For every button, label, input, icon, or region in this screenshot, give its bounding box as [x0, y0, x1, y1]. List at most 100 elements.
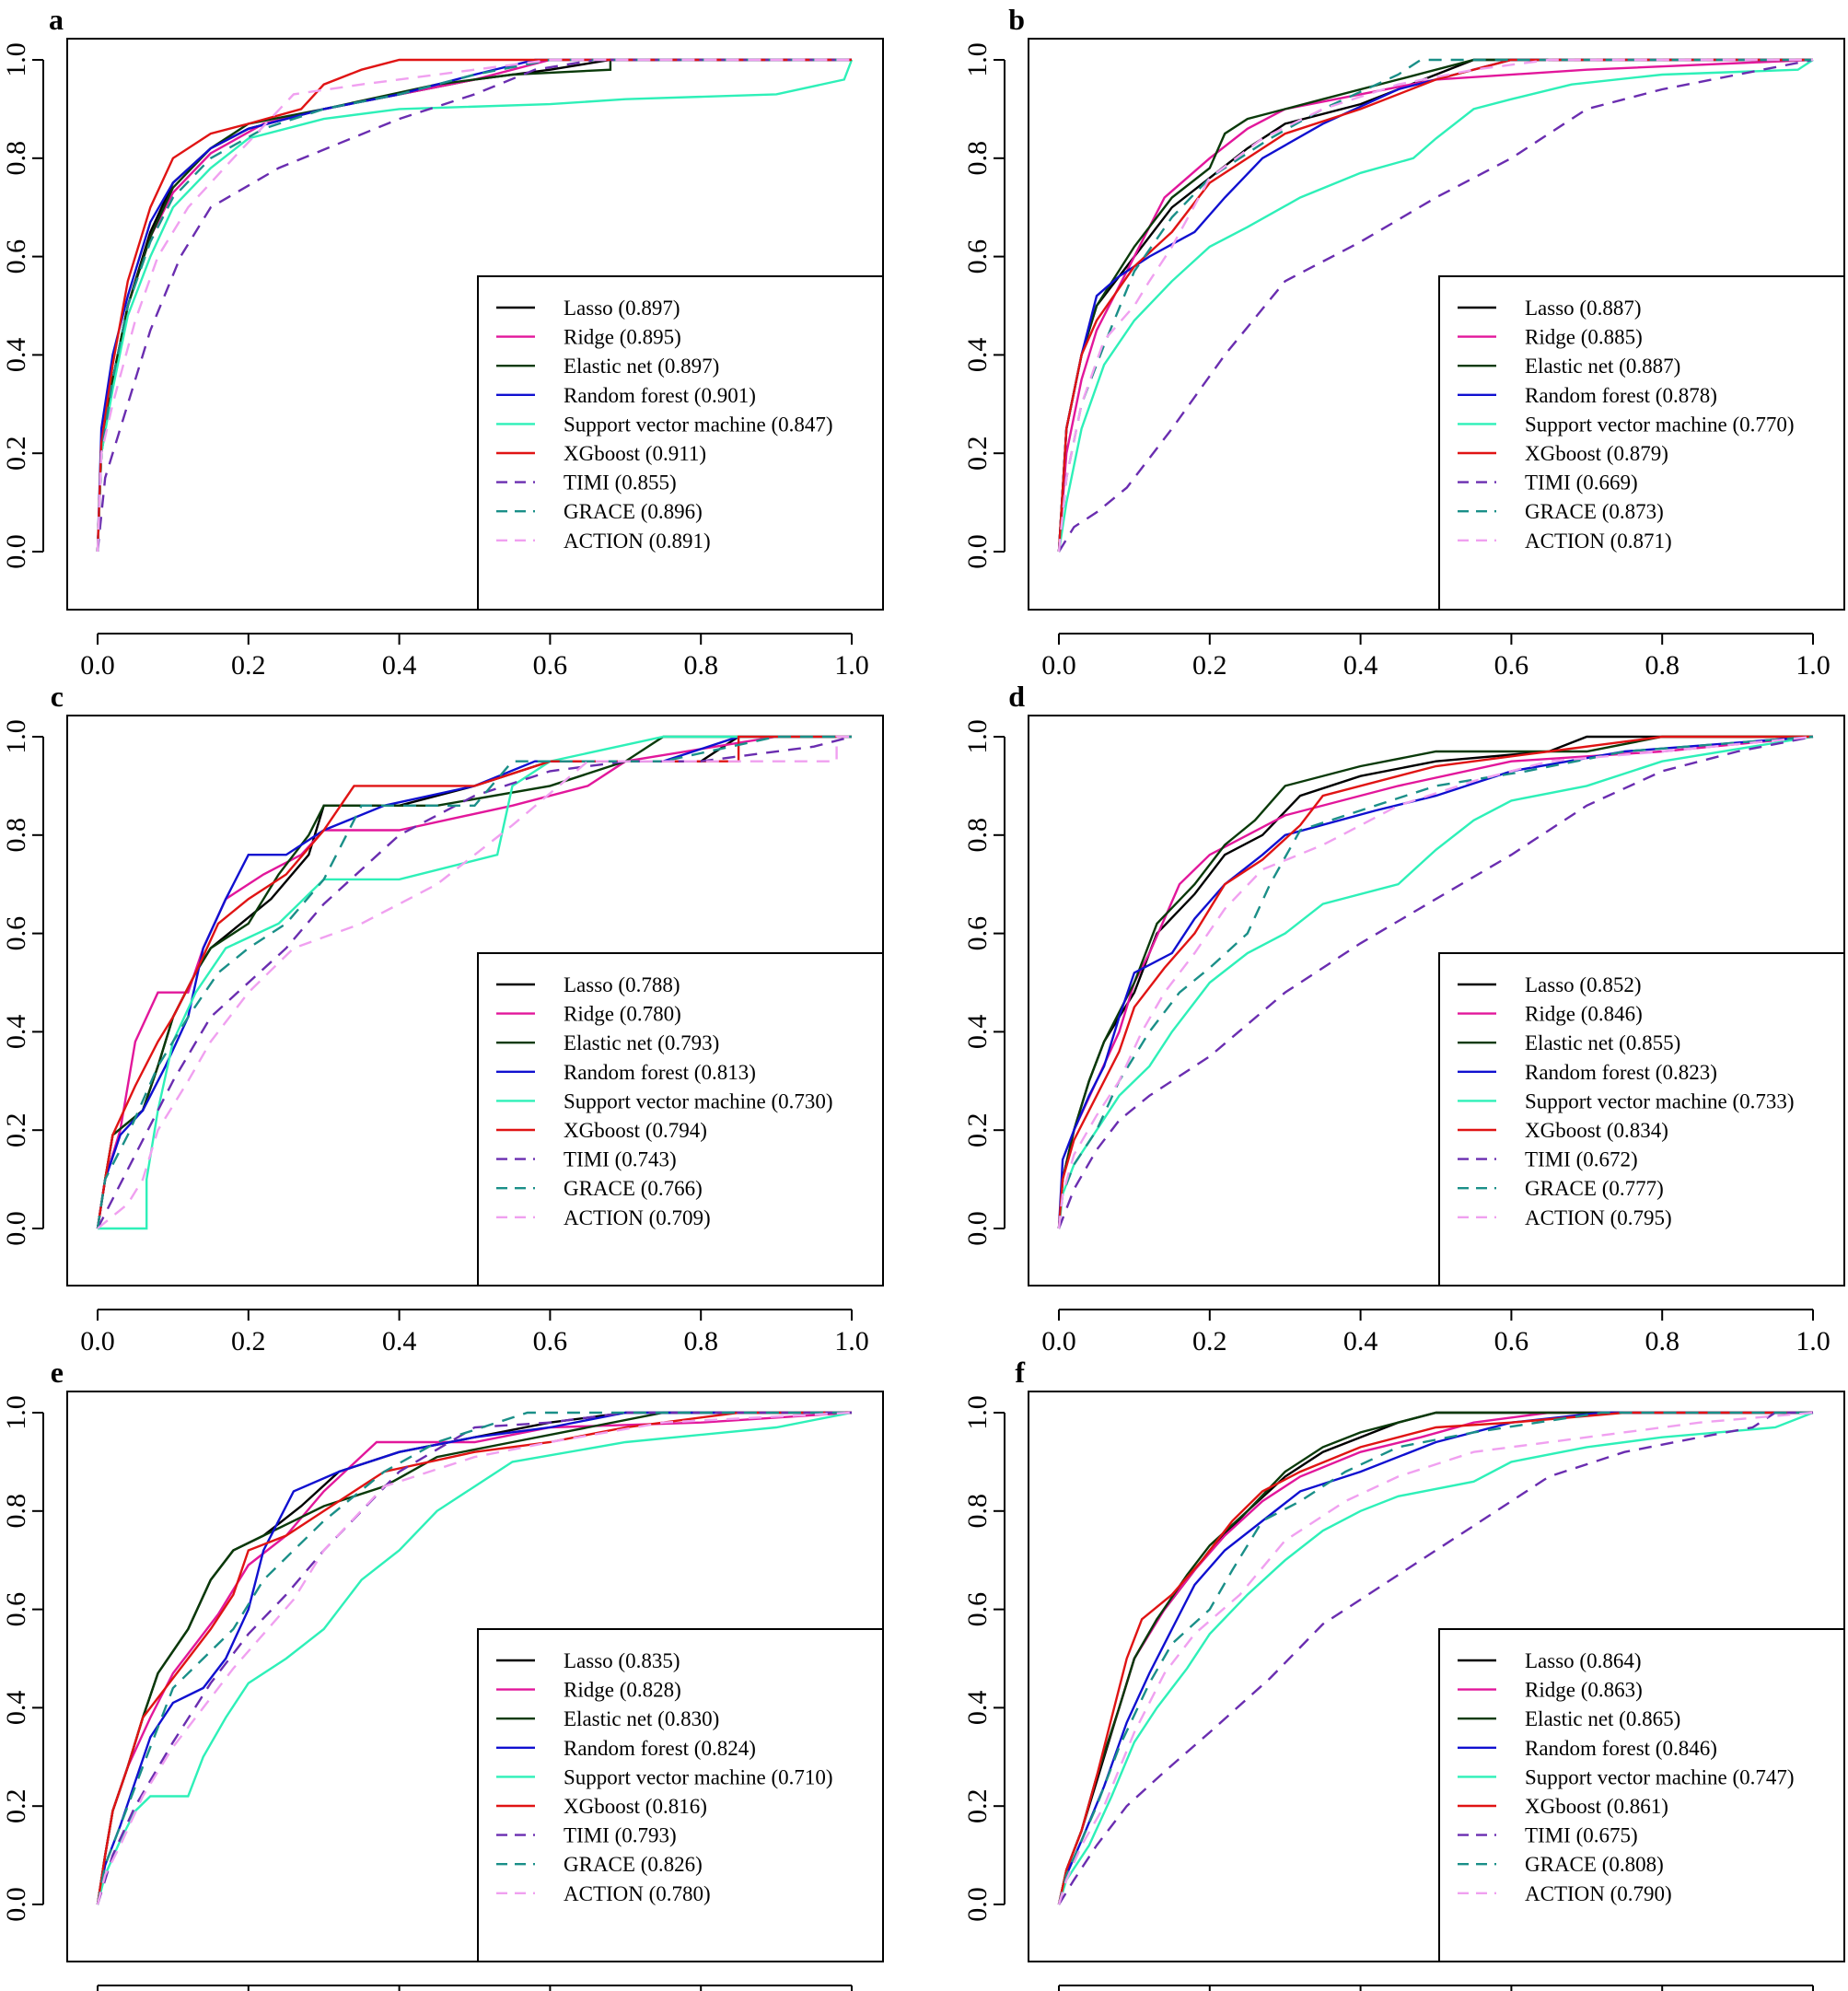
- legend-entry: Elastic net (0.887): [1525, 355, 1680, 378]
- panel-letter: c: [51, 680, 64, 713]
- legend: Lasso (0.887) Ridge (0.885) Elastic net (0…: [1438, 275, 1845, 611]
- roc-curve-grace: [1057, 1411, 1813, 1905]
- legend-entry: Ridge (0.895): [564, 326, 681, 349]
- y-tick-label: 1.0: [962, 42, 993, 77]
- x-tick-label: 1.0: [834, 1326, 869, 1356]
- roc-curve-elastic-net: [96, 735, 852, 1229]
- roc-panel-d: d 0.0 0.2 0.4 0.6 0.8 1.0 0.0 0.2 0.4 0.6 0.8 1.0 Las…: [962, 680, 1845, 1356]
- y-tick-label: 0.2: [1, 1788, 31, 1823]
- roc-curve-random-forest: [96, 58, 852, 553]
- y-tick-label: 0.4: [1, 1015, 31, 1050]
- y-tick-label: 1.0: [1, 1395, 31, 1430]
- y-tick-label: 0.0: [1, 1887, 31, 1922]
- x-tick-label: 0.2: [1192, 1326, 1227, 1356]
- legend-entry: Elastic net (0.793): [564, 1031, 719, 1054]
- legend: Lasso (0.864) Ridge (0.863) Elastic net (0…: [1438, 1628, 1845, 1962]
- legend-box: [1438, 1628, 1845, 1962]
- panel-letter: a: [49, 3, 64, 36]
- y-tick-label: 0.4: [962, 1015, 993, 1050]
- y-tick-label: 0.8: [962, 818, 993, 853]
- panel-letter: e: [51, 1356, 64, 1389]
- roc-curve-support-vector-machine: [1057, 1411, 1814, 1905]
- x-tick-label: 0.8: [1645, 650, 1679, 681]
- y-tick-label: 0.0: [1, 534, 31, 569]
- y-tick-label: 0.8: [962, 141, 993, 176]
- y-tick-label: 0.0: [962, 1211, 993, 1246]
- legend-entry: Support vector machine (0.847): [564, 413, 833, 436]
- x-tick-label: 0.4: [1343, 1326, 1378, 1356]
- legend-entry: ACTION (0.790): [1525, 1882, 1672, 1905]
- roc-curve-grace: [96, 1411, 852, 1905]
- y-tick-label: 0.8: [962, 1494, 993, 1529]
- x-tick-label: 1.0: [1796, 1326, 1831, 1356]
- roc-curve-action: [1057, 58, 1813, 553]
- y-tick-label: 0.2: [1, 436, 31, 471]
- legend-entry: Elastic net (0.897): [564, 355, 719, 378]
- legend-entry: Lasso (0.835): [564, 1649, 680, 1672]
- legend-entry: XGboost (0.911): [564, 442, 706, 465]
- legend-entry: TIMI (0.743): [564, 1148, 677, 1171]
- roc-curve-grace: [1057, 735, 1814, 1229]
- legend-box: [1438, 952, 1845, 1287]
- y-tick-label: 0.0: [962, 1887, 993, 1922]
- roc-curve-action: [1057, 1411, 1814, 1905]
- legend-entry: Ridge (0.863): [1525, 1679, 1643, 1702]
- legend-entry: Support vector machine (0.747): [1525, 1765, 1795, 1788]
- legend-entry: Random forest (0.823): [1525, 1061, 1717, 1084]
- roc-panel-f: f0.00.20.40.60.81.00.00.20.40.60.81.0Las…: [962, 1356, 1845, 1991]
- x-tick-label: 0.2: [1192, 650, 1227, 681]
- legend-entry: GRACE (0.766): [564, 1177, 703, 1200]
- legend-entry: XGboost (0.879): [1525, 442, 1668, 465]
- panel-letter: f: [1015, 1356, 1025, 1389]
- legend-entry: Ridge (0.846): [1525, 1003, 1643, 1026]
- legend-entry: Elastic net (0.855): [1525, 1031, 1680, 1054]
- y-tick-label: 1.0: [962, 719, 993, 754]
- legend-entry: Support vector machine (0.733): [1525, 1089, 1795, 1112]
- x-tick-label: 0.6: [533, 1326, 568, 1356]
- y-tick-label: 0.4: [962, 338, 993, 373]
- legend-box: [1438, 275, 1845, 611]
- roc-curve-grace: [96, 735, 852, 1229]
- legend-entry: ACTION (0.891): [564, 530, 711, 553]
- legend-entry: Lasso (0.897): [564, 297, 680, 320]
- legend-entry: Support vector machine (0.730): [564, 1089, 833, 1112]
- y-tick-label: 0.6: [962, 239, 993, 274]
- x-tick-label: 0.6: [533, 650, 568, 681]
- x-tick-label: 0.0: [1041, 650, 1076, 681]
- legend-box: [477, 275, 884, 611]
- legend-entry: Ridge (0.780): [564, 1003, 681, 1026]
- legend-entry: Support vector machine (0.710): [564, 1765, 833, 1788]
- legend-entry: ACTION (0.795): [1525, 1206, 1672, 1229]
- y-tick-label: 0.2: [962, 1112, 993, 1147]
- legend-entry: Random forest (0.813): [564, 1061, 756, 1084]
- x-tick-label: 0.6: [1494, 1326, 1529, 1356]
- roc-curve-xgboost: [1057, 735, 1813, 1229]
- roc-curve-random-forest: [1057, 735, 1814, 1229]
- legend-entry: Elastic net (0.865): [1525, 1707, 1680, 1730]
- x-tick-label: 0.0: [1041, 1326, 1076, 1356]
- x-tick-label: 0.8: [683, 1326, 718, 1356]
- legend-box: [477, 952, 884, 1287]
- legend-entry: TIMI (0.672): [1525, 1148, 1638, 1171]
- y-tick-label: 0.4: [1, 338, 31, 373]
- legend-entry: ACTION (0.871): [1525, 530, 1672, 553]
- y-tick-label: 0.2: [962, 1788, 993, 1823]
- y-tick-label: 0.2: [1, 1112, 31, 1147]
- legend: Lasso (0.788) Ridge (0.780) Elastic net (0…: [477, 952, 884, 1287]
- roc-curve-grace: [96, 58, 852, 553]
- legend-entry: XGboost (0.816): [564, 1795, 707, 1818]
- roc-curve-timi: [1057, 1411, 1813, 1905]
- legend: Lasso (0.835) Ridge (0.828) Elastic net (0…: [477, 1628, 884, 1962]
- roc-curves: [96, 58, 854, 553]
- legend-entry: ACTION (0.709): [564, 1206, 711, 1229]
- legend: Lasso (0.897) Ridge (0.895) Elastic net (0…: [477, 275, 884, 611]
- legend-entry: Lasso (0.864): [1525, 1649, 1641, 1672]
- y-tick-label: 0.6: [1, 1592, 31, 1627]
- roc-curve-random-forest: [96, 1411, 852, 1905]
- roc-curve-action: [96, 1411, 853, 1905]
- legend-entry: TIMI (0.675): [1525, 1824, 1638, 1847]
- roc-curve-xgboost: [1057, 58, 1813, 553]
- roc-curves: [1057, 58, 1814, 553]
- y-tick-label: 0.6: [962, 916, 993, 951]
